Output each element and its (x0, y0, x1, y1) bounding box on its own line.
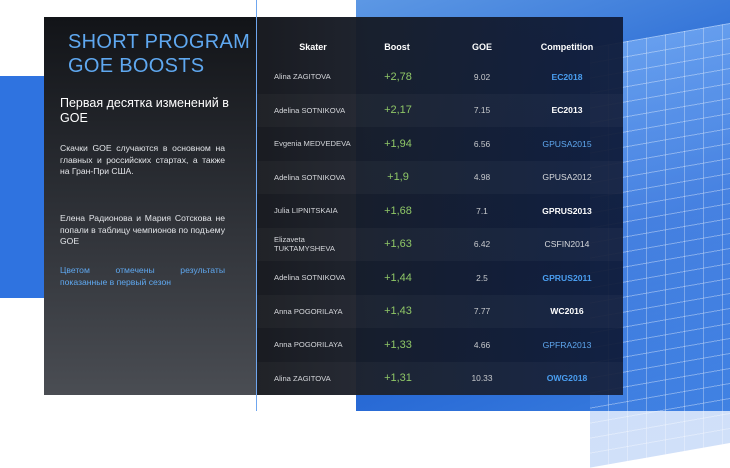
competition-name: GPUSA2015 (542, 138, 592, 149)
table-row: Anna POGORILAYA +1,33 4.66 GPFRA2013 (257, 328, 623, 362)
table-panel (257, 17, 623, 395)
goe-value: 6.42 (473, 239, 491, 250)
header-boost: Boost (384, 42, 410, 52)
skater-name: Alina ZAGITOVA (274, 373, 331, 383)
paragraph-goe-jumps: Скачки GOE случаются в основном на главн… (60, 143, 225, 176)
slide-title: SHORT PROGRAM GOE BOOSTS (68, 31, 251, 77)
table-row: Anna POGORILAYA +1,43 7.77 WC2016 (257, 295, 623, 329)
boost-value: +2,17 (384, 104, 412, 117)
table-row: Julia LIPNITSKAIA +1,68 7.1 GPRUS2013 (257, 194, 623, 228)
competition-name: OWG2018 (546, 373, 588, 384)
skater-name: Adelina SOTNIKOVA (274, 273, 346, 283)
goe-value: 7.77 (473, 306, 491, 317)
competition-name: GPFRA2013 (542, 339, 592, 350)
boost-value: +2,78 (384, 70, 412, 83)
header-goe: GOE (471, 42, 492, 52)
table-row: Alina ZAGITOVA +2,78 9.02 EC2018 (257, 60, 623, 94)
competition-name: GPRUS2013 (542, 205, 592, 216)
goe-value: 9.02 (473, 71, 491, 82)
competition-name: GPUSA2012 (542, 172, 592, 183)
table-row: Alina ZAGITOVA +1,31 10.33 OWG2018 (257, 362, 623, 396)
goe-value: 6.56 (473, 138, 491, 149)
boost-value: +1,31 (384, 372, 412, 385)
competition-name: CSFIN2014 (544, 239, 590, 250)
competition-name: EC2013 (551, 105, 583, 116)
boost-value: +1,68 (384, 204, 412, 217)
skater-name: Adelina SOTNIKOVA (274, 105, 346, 115)
table-row: Adelina SOTNIKOVA +1,9 4.98 GPUSA2012 (257, 161, 623, 195)
skater-name: Alina ZAGITOVA (274, 72, 331, 82)
paragraph-color-note: Цветом отмечены результаты показанные в … (60, 265, 225, 287)
boost-value: +1,9 (387, 171, 409, 184)
header-competition: Competition (540, 42, 594, 52)
boost-value: +1,33 (384, 338, 412, 351)
goe-value: 2.5 (476, 272, 488, 283)
table-row: Adelina SOTNIKOVA +2,17 7.15 EC2013 (257, 94, 623, 128)
goe-value: 4.66 (473, 339, 491, 350)
boost-value: +1,44 (384, 271, 412, 284)
info-panel (44, 17, 256, 395)
boost-value: +1,43 (384, 305, 412, 318)
boost-value: +1,94 (384, 137, 412, 150)
slide-subtitle: Первая десятка изменений в GOE (60, 96, 229, 125)
goe-value: 10.33 (471, 373, 493, 384)
skater-name: Elizaveta TUKTAMYSHEVA (274, 235, 335, 254)
skater-name: Julia LIPNITSKAIA (274, 206, 338, 216)
boost-value: +1,63 (384, 238, 412, 251)
competition-name: WC2016 (550, 306, 584, 317)
skater-name: Anna POGORILAYA (274, 306, 343, 316)
competition-name: EC2018 (551, 71, 583, 82)
skater-name: Evgenia MEDVEDEVA (274, 139, 351, 149)
goe-value: 7.1 (476, 205, 488, 216)
goe-value: 7.15 (473, 105, 491, 116)
table-row: Evgenia MEDVEDEVA +1,94 6.56 GPUSA2015 (257, 127, 623, 161)
table-row: Adelina SOTNIKOVA +1,44 2.5 GPRUS2011 (257, 261, 623, 295)
header-skater: Skater (299, 42, 327, 52)
goe-value: 4.98 (473, 172, 491, 183)
table-row: Elizaveta TUKTAMYSHEVA +1,63 6.42 CSFIN2… (257, 228, 623, 262)
paragraph-not-in-table: Елена Радионова и Мария Сотскова не попа… (60, 213, 225, 246)
skater-name: Adelina SOTNIKOVA (274, 172, 346, 182)
skater-name: Anna POGORILAYA (274, 340, 343, 350)
competition-name: GPRUS2011 (542, 272, 592, 283)
divider-line (256, 0, 257, 411)
table-body: Alina ZAGITOVA +2,78 9.02 EC2018 Adelina… (257, 60, 623, 395)
blue-accent-bar (0, 76, 44, 298)
